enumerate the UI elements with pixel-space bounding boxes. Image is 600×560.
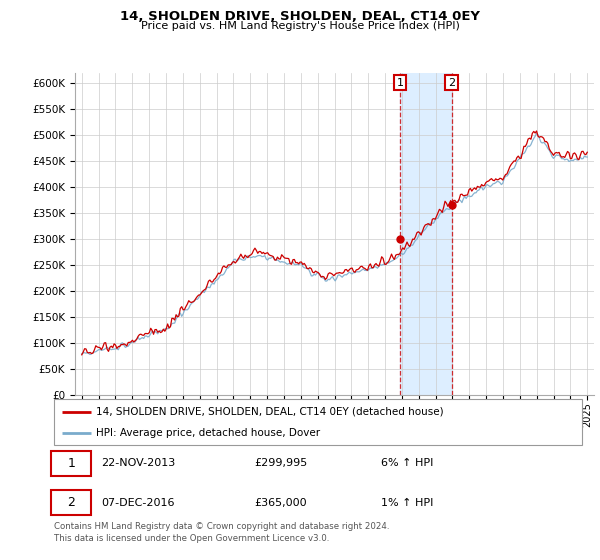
Text: 1% ↑ HPI: 1% ↑ HPI [382,498,434,507]
FancyBboxPatch shape [54,399,582,445]
Text: Price paid vs. HM Land Registry's House Price Index (HPI): Price paid vs. HM Land Registry's House … [140,21,460,31]
Text: 1: 1 [67,457,75,470]
Bar [400,73,452,395]
Text: 14, SHOLDEN DRIVE, SHOLDEN, DEAL, CT14 0EY: 14, SHOLDEN DRIVE, SHOLDEN, DEAL, CT14 0… [120,10,480,23]
Text: 14, SHOLDEN DRIVE, SHOLDEN, DEAL, CT14 0EY (detached house): 14, SHOLDEN DRIVE, SHOLDEN, DEAL, CT14 0… [96,407,444,417]
FancyBboxPatch shape [52,451,91,476]
Text: 1: 1 [397,78,404,87]
Text: 22-NOV-2013: 22-NOV-2013 [101,459,176,468]
Text: 2: 2 [448,78,455,87]
Text: £365,000: £365,000 [254,498,307,507]
Text: 07-DEC-2016: 07-DEC-2016 [101,498,175,507]
Text: 2: 2 [67,496,75,509]
Text: 6% ↑ HPI: 6% ↑ HPI [382,459,434,468]
FancyBboxPatch shape [52,490,91,515]
Text: Contains HM Land Registry data © Crown copyright and database right 2024.
This d: Contains HM Land Registry data © Crown c… [54,522,389,543]
Text: HPI: Average price, detached house, Dover: HPI: Average price, detached house, Dove… [96,428,320,438]
Text: £299,995: £299,995 [254,459,308,468]
